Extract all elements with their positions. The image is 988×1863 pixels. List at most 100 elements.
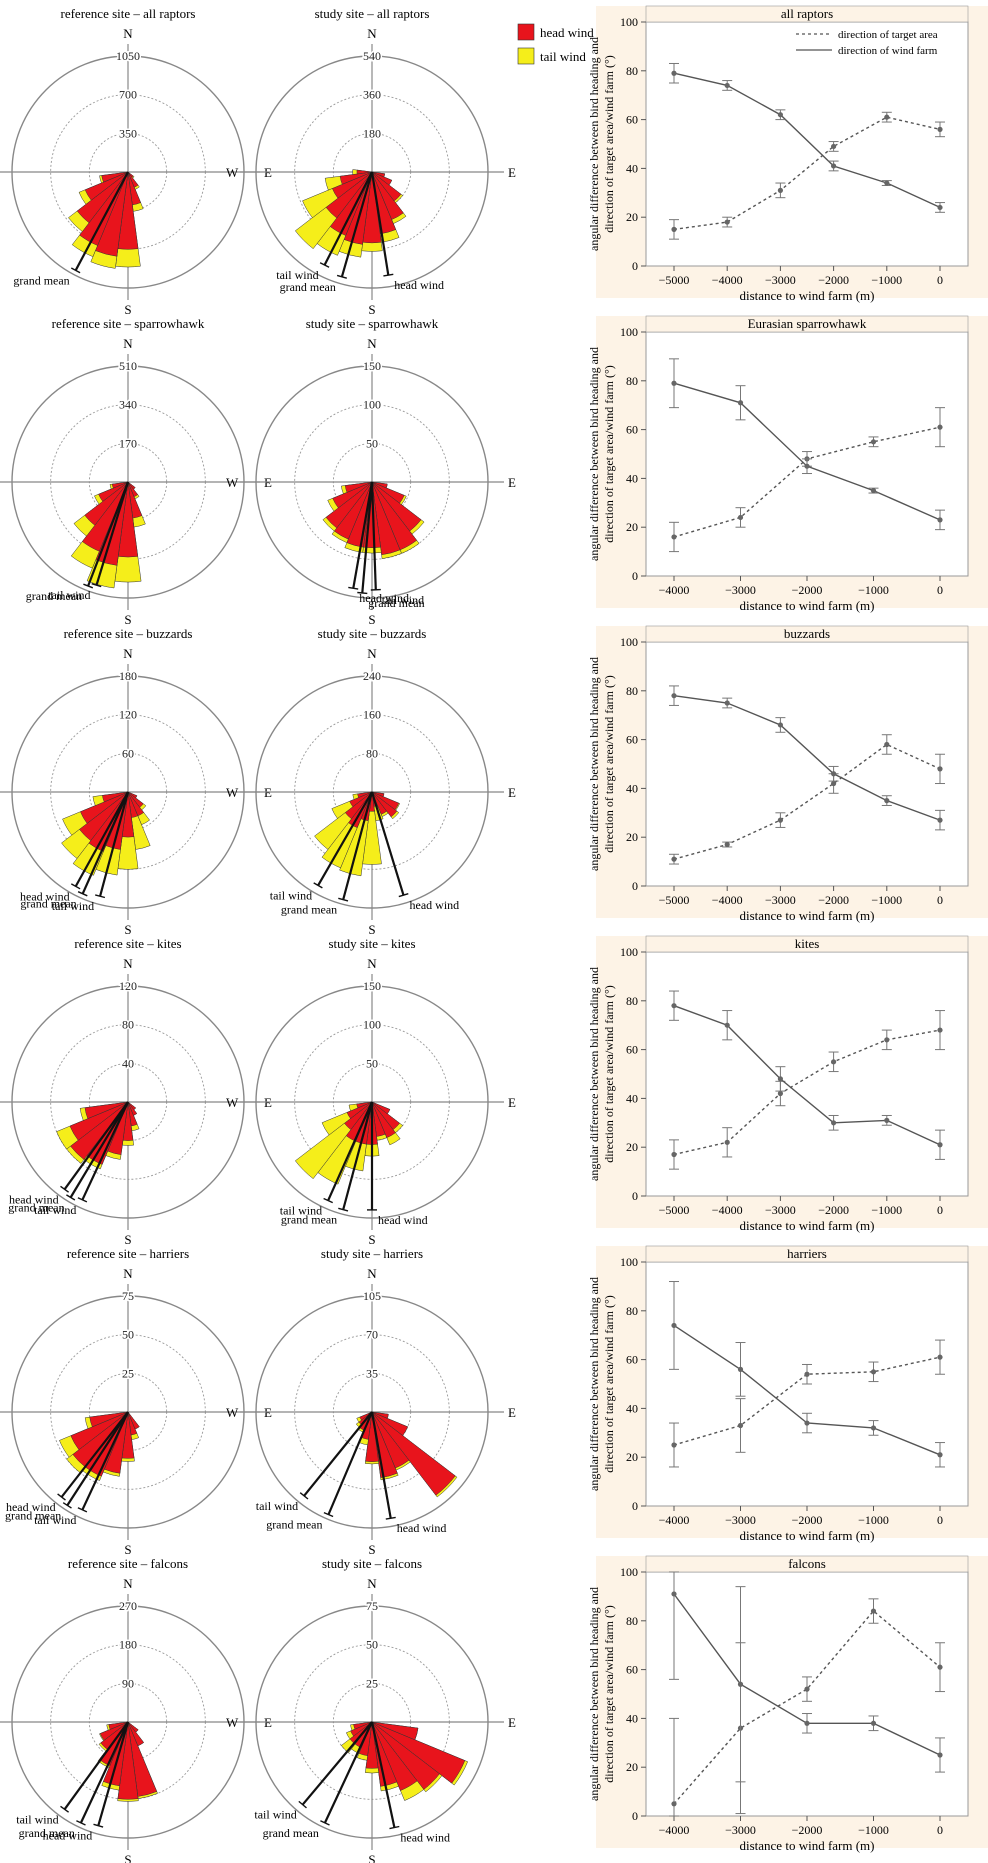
- compass-e-label: E: [508, 475, 516, 490]
- y-tick-label: 60: [626, 1663, 638, 1677]
- compass-e-label: E: [508, 785, 516, 800]
- rose-sector-head: [108, 1721, 129, 1730]
- y-axis-label-line1: angular difference between bird heading …: [587, 657, 601, 871]
- rose-ring-label: 90: [122, 1676, 134, 1690]
- rose-sector-head: [371, 1411, 389, 1419]
- y-tick-label: 20: [626, 1140, 638, 1154]
- x-tick-label: −1000: [858, 1823, 889, 1837]
- rose-ring-label: 50: [366, 1638, 378, 1652]
- rose-mean-label: head wind: [359, 591, 409, 605]
- rose-mean-label: grand mean: [263, 1826, 319, 1840]
- compass-s-label: S: [368, 1542, 375, 1557]
- compass-s-label: S: [124, 302, 131, 317]
- compass-n-label: N: [367, 956, 377, 971]
- y-tick-label: 20: [626, 210, 638, 224]
- compass-e-label: E: [508, 1405, 516, 1420]
- x-tick-label: −2000: [818, 1203, 849, 1217]
- rose-mean-line: [63, 1721, 129, 1810]
- rose-mean-label: tail wind: [280, 1204, 322, 1218]
- rose-mean-label: head wind: [9, 1192, 59, 1206]
- data-point: [777, 1076, 784, 1082]
- x-tick-label: −5000: [659, 893, 690, 907]
- rose-plot-2: reference site – sparrowhawk170340510NSE…: [0, 316, 272, 627]
- y-axis-label-line2: direction of target area/wind farm (°): [602, 365, 616, 543]
- rose-sector-head: [350, 1721, 373, 1737]
- rose-sector-head: [117, 1721, 139, 1800]
- line-chart-2: buzzards 0 20 40 60 80 100 −5000 −4000 −3000 −2000…: [587, 625, 988, 923]
- rose-ring-label: 240: [363, 669, 381, 683]
- rose-mean-line: [87, 481, 130, 587]
- rose-mean-tick: [348, 586, 359, 590]
- data-point: [671, 380, 677, 386]
- rose-mean-tick: [77, 1507, 88, 1513]
- series-line-target: [673, 1029, 941, 1156]
- rose-mean-tick: [385, 1516, 396, 1520]
- data-point: [937, 766, 943, 772]
- y-axis-label-line1: angular difference between bird heading …: [587, 1277, 601, 1491]
- x-tick-label: −4000: [659, 1513, 690, 1527]
- compass-s-label: S: [124, 922, 131, 937]
- rose-title: reference site – falcons: [68, 1556, 188, 1571]
- rose-sector-head: [371, 1721, 466, 1784]
- rose-mean-line: [370, 791, 405, 896]
- compass-w-label: W: [226, 1405, 239, 1420]
- line-chart-title: harriers: [787, 1246, 827, 1261]
- compass-s-label: S: [368, 922, 375, 937]
- rose-title: reference site – kites: [74, 936, 181, 951]
- rose-mean-line: [95, 481, 130, 586]
- rose-sector-head: [371, 1411, 398, 1478]
- rose-sector-head: [127, 1101, 137, 1111]
- y-tick-label: 80: [626, 1614, 638, 1628]
- data-point: [870, 1369, 877, 1375]
- rose-mean-line: [74, 791, 129, 887]
- data-point: [777, 1090, 784, 1097]
- rose-ring-label: 80: [366, 746, 378, 760]
- x-tick-label: −2000: [792, 1823, 823, 1837]
- rose-mean-label: grand mean: [8, 1201, 64, 1215]
- rose-mean-label: tail wind: [276, 268, 318, 282]
- y-axis-label: angular difference between bird heading …: [587, 37, 616, 251]
- data-point: [831, 771, 837, 777]
- rose-mean-tick: [70, 883, 81, 890]
- compass-n-label: N: [123, 26, 133, 41]
- x-tick-label: 0: [937, 1203, 943, 1217]
- rose-ring-label: 510: [119, 359, 137, 373]
- rose-mean-label: grand mean: [281, 903, 337, 917]
- rose-mean-tick: [338, 897, 349, 902]
- x-tick-label: −4000: [659, 583, 690, 597]
- x-tick-label: −4000: [712, 893, 743, 907]
- rose-mean-line: [69, 1101, 129, 1199]
- rose-title: study site – kites: [328, 936, 415, 951]
- rose-sector-head: [84, 171, 129, 201]
- rose-sector-head: [356, 1101, 373, 1109]
- x-tick-label: 0: [937, 1513, 943, 1527]
- x-tick-label: −2000: [818, 893, 849, 907]
- rose-plot-1: study site – all raptors 180 360 540 N S E Wtai…: [226, 6, 516, 317]
- x-tick-label: −1000: [858, 1513, 889, 1527]
- x-tick-label: −3000: [725, 583, 756, 597]
- series-line-windfarm: [673, 695, 941, 821]
- rose-ring-label: 35: [366, 1366, 378, 1380]
- y-tick-label: 0: [632, 569, 638, 583]
- y-axis-label: angular difference between bird heading …: [587, 967, 616, 1181]
- data-point: [737, 1681, 744, 1687]
- x-tick-label: −3000: [725, 1823, 756, 1837]
- rose-mean-label: tail wind: [256, 1499, 298, 1513]
- rose-mean-label: head wind: [394, 278, 444, 292]
- y-tick-label: 60: [626, 113, 638, 127]
- rose-sector-head: [127, 481, 139, 498]
- data-point: [937, 1664, 943, 1670]
- y-axis-label-line2: direction of target area/wind farm (°): [602, 985, 616, 1163]
- rose-ring-label: 1050: [116, 49, 140, 63]
- compass-s-label: S: [124, 612, 131, 627]
- rose-mean-tick: [338, 1207, 349, 1212]
- data-point: [804, 1371, 810, 1377]
- rose-sector-head: [102, 791, 129, 803]
- rose-sector-head: [127, 1411, 140, 1430]
- rose-ring-label: 50: [366, 436, 378, 450]
- line-chart-1: Eurasian sparrowhawk 0 20 40 60 80 100 −4000 −30…: [587, 315, 988, 613]
- y-tick-label: 40: [626, 1401, 638, 1415]
- data-point: [937, 1752, 943, 1758]
- x-axis-label: distance to wind farm (m): [739, 598, 874, 613]
